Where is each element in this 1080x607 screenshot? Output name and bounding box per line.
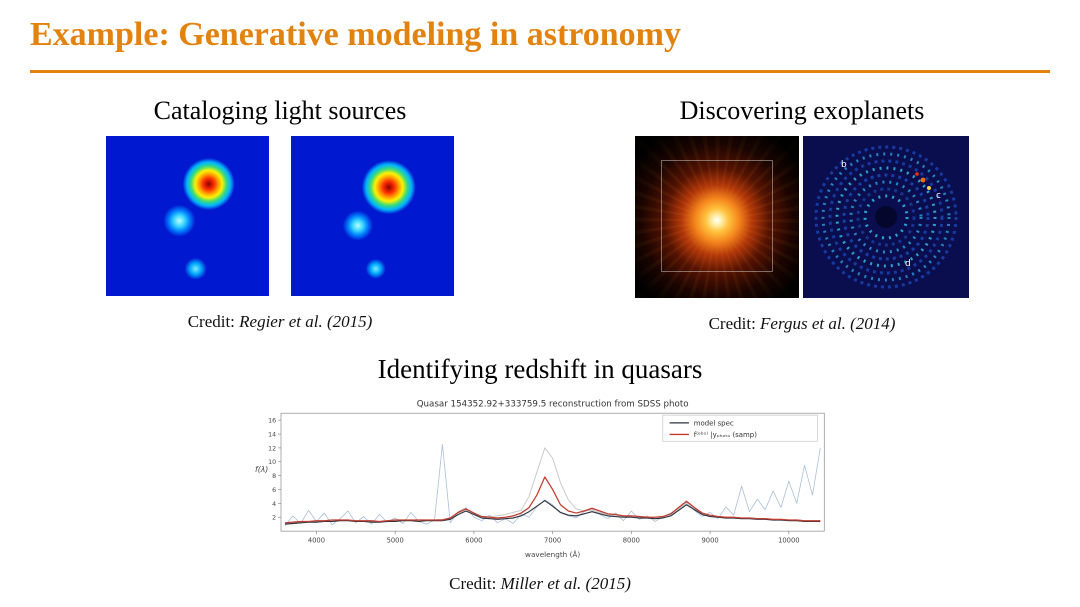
title-rule bbox=[30, 70, 1050, 73]
exoplanets-images: b c d bbox=[592, 136, 1012, 298]
svg-text:4: 4 bbox=[272, 501, 276, 508]
svg-text:14: 14 bbox=[268, 431, 276, 438]
speckle-center-hole bbox=[875, 206, 897, 228]
credit-reference: Fergus et al. (2014) bbox=[760, 314, 896, 333]
svg-text:f⁽ᵒᵇˢ⁾ |yₚₕₒₜₒ (samp): f⁽ᵒᵇˢ⁾ |yₚₕₒₜₒ (samp) bbox=[694, 431, 757, 439]
credit-reference: Miller et al. (2015) bbox=[500, 574, 631, 593]
planet-dot bbox=[927, 186, 931, 190]
svg-text:7000: 7000 bbox=[544, 537, 561, 545]
svg-text:f(λ): f(λ) bbox=[255, 465, 268, 474]
quasar-spectrum-chart: Quasar 154352.92+333759.5 reconstruction… bbox=[255, 399, 825, 559]
svg-text:Quasar 154352.92+333759.5 reco: Quasar 154352.92+333759.5 reconstruction… bbox=[417, 399, 689, 409]
svg-text:6: 6 bbox=[272, 487, 276, 494]
credit-label: Credit: bbox=[449, 574, 497, 593]
planet-marker-c: c bbox=[936, 191, 941, 201]
starfield-image-2 bbox=[291, 136, 454, 296]
light-sources-heading: Cataloging light sources bbox=[153, 96, 407, 125]
credit-label: Credit: bbox=[708, 314, 756, 333]
svg-text:5000: 5000 bbox=[387, 537, 404, 545]
exoplanets-credit: Credit: Fergus et al. (2014) bbox=[592, 314, 1012, 334]
planet-dot bbox=[915, 172, 919, 176]
svg-text:12: 12 bbox=[268, 445, 276, 452]
light-sources-images bbox=[60, 136, 500, 296]
svg-text:4000: 4000 bbox=[308, 537, 325, 545]
planet-marker-b: b bbox=[841, 160, 847, 170]
planet-marker-d: d bbox=[905, 259, 911, 269]
svg-text:10000: 10000 bbox=[778, 537, 799, 545]
credit-reference: Regier et al. (2015) bbox=[239, 312, 373, 331]
panel-exoplanets: Discovering exoplanets b c d bbox=[592, 96, 1012, 334]
light-sources-credit: Credit: Regier et al. (2015) bbox=[60, 312, 500, 332]
svg-text:8: 8 bbox=[272, 473, 276, 480]
quasar-chart: Quasar 154352.92+333759.5 reconstruction… bbox=[252, 392, 832, 562]
speckle-field-image: b c d bbox=[803, 136, 969, 298]
quasars-credit: Credit: Miller et al. (2015) bbox=[0, 574, 1080, 594]
quasars-heading: Identifying redshift in quasars bbox=[377, 354, 703, 384]
svg-text:model spec: model spec bbox=[694, 419, 734, 427]
svg-text:wavelength (Å): wavelength (Å) bbox=[525, 550, 580, 559]
credit-label: Credit: bbox=[187, 312, 235, 331]
svg-text:10: 10 bbox=[268, 459, 276, 466]
svg-text:9000: 9000 bbox=[702, 537, 719, 545]
svg-text:6000: 6000 bbox=[465, 537, 482, 545]
slide-title: Example: Generative modeling in astronom… bbox=[30, 16, 681, 53]
starfield-image-1 bbox=[106, 136, 269, 296]
svg-text:16: 16 bbox=[268, 418, 276, 425]
exoplanets-heading: Discovering exoplanets bbox=[679, 96, 925, 125]
svg-text:8000: 8000 bbox=[623, 537, 640, 545]
svg-text:2: 2 bbox=[272, 515, 276, 522]
coronagraph-star-image bbox=[635, 136, 799, 298]
planet-dot bbox=[920, 177, 926, 183]
panel-light-sources: Cataloging light sources Credit: Regier … bbox=[60, 96, 500, 332]
